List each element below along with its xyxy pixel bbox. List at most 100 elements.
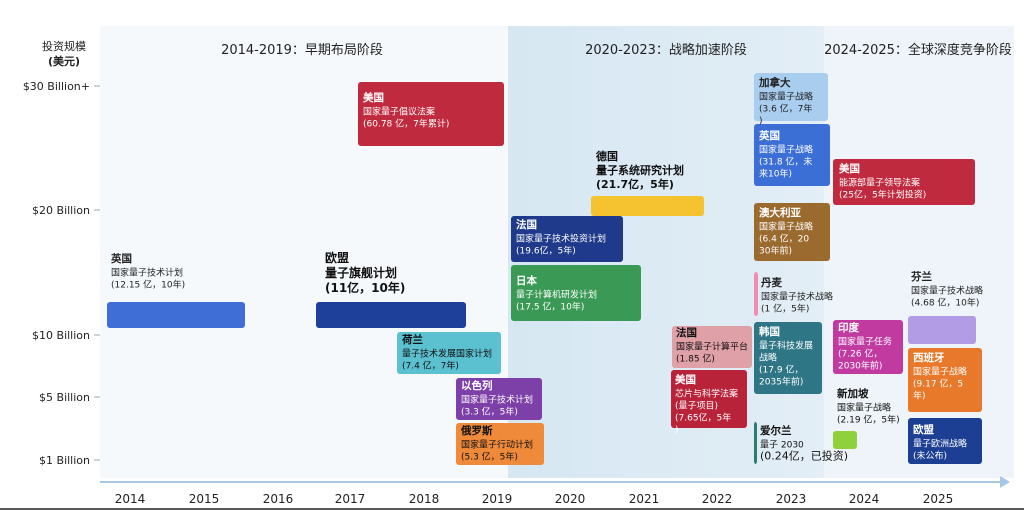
program-card — [754, 422, 757, 464]
program-name: 国家量子战略 — [759, 144, 813, 156]
x-tick-label: 2014 — [115, 492, 146, 506]
program-country: 荷兰 — [401, 333, 423, 346]
program-country: 加拿大 — [758, 76, 791, 89]
program-card — [833, 320, 903, 374]
program-bar — [754, 272, 758, 316]
program-bar — [456, 423, 544, 465]
program-card — [754, 272, 758, 316]
program-card — [908, 316, 976, 344]
program-country: 澳大利亚 — [759, 206, 801, 219]
y-axis-title: 投资规模 — [42, 39, 86, 53]
program-card — [754, 322, 822, 394]
program-country: 美国 — [839, 162, 860, 175]
x-axis-arrow — [1000, 476, 1010, 488]
program-card — [754, 203, 830, 261]
program-card — [358, 82, 504, 146]
program-country: 西班牙 — [913, 351, 945, 364]
x-tick-label: 2017 — [335, 492, 366, 506]
program-name: 量子系统研究计划 — [596, 163, 684, 177]
program-detail: (3.3 亿，5年) — [461, 406, 518, 418]
program-card — [908, 418, 982, 464]
program-card — [833, 159, 975, 205]
program-name: 国家量子计算平台 — [676, 341, 748, 353]
program-name: 量子技术发展国家计划 — [402, 348, 492, 360]
program-bar — [591, 196, 704, 216]
program-country: 英国 — [758, 129, 780, 142]
program-name: (7.65亿，5年 — [675, 412, 731, 424]
program-country: 德国 — [595, 149, 618, 163]
program-bar — [671, 370, 747, 428]
program-bar — [754, 203, 830, 261]
program-detail: ) — [759, 117, 763, 127]
program-detail: (1 亿，5年) — [761, 303, 809, 315]
y-tick-label: $10 Billion — [32, 329, 90, 342]
program-detail: (未公布) — [913, 450, 947, 462]
program-name: 国家量子技术战略 — [761, 291, 833, 303]
program-detail: (2.19 亿，5年) — [837, 414, 900, 426]
x-tick-label: 2020 — [555, 492, 586, 506]
program-country: 丹麦 — [761, 276, 782, 289]
x-tick-label: 2025 — [923, 492, 954, 506]
program-detail: (21.7亿，5年) — [596, 177, 674, 191]
program-name: 芯片与科学法案 — [675, 388, 738, 400]
program-bar — [754, 73, 828, 121]
x-tick-label: 2019 — [482, 492, 513, 506]
program-bar — [511, 265, 641, 321]
y-tick-label: $20 Billion — [32, 204, 90, 217]
y-tick-label: $30 Billion+ — [23, 80, 90, 93]
program-name: (9.17 亿，5 — [913, 378, 963, 390]
program-name: 国家量子战略 — [759, 91, 813, 103]
program-bar — [672, 326, 752, 368]
program-name: 量子科技发展 — [759, 340, 813, 352]
program-card — [107, 302, 245, 328]
program-detail: (60.78 亿，7年累计) — [363, 118, 449, 130]
program-bar — [833, 431, 857, 449]
x-tick-label: 2015 — [189, 492, 220, 506]
program-country: 英国 — [110, 252, 132, 265]
program-country: 芬兰 — [910, 270, 932, 283]
program-name: 国家量子战略 — [759, 221, 813, 233]
program-detail: (25亿，5年计划投资) — [839, 189, 926, 201]
program-country: 欧盟 — [325, 250, 349, 265]
program-name: 量子欧洲战略 — [913, 438, 967, 450]
x-tick-label: 2016 — [263, 492, 294, 506]
program-bar — [397, 332, 501, 374]
program-bar — [908, 316, 976, 344]
program-detail: (11亿，10年) — [325, 280, 405, 295]
program-name: 量子计算机研发计划 — [516, 289, 597, 301]
program-bar — [107, 302, 245, 328]
program-name: (3.6 亿，7年 — [759, 103, 812, 115]
program-country: 法国 — [676, 326, 697, 339]
program-country: 美国 — [363, 91, 384, 104]
program-card — [456, 378, 542, 420]
program-name: (6.4 亿，20 — [759, 233, 809, 245]
program-detail: (0.24亿，已投资) — [760, 449, 848, 463]
program-country: 法国 — [516, 218, 537, 231]
program-card — [672, 326, 752, 368]
program-name: 国家量子技术计划 — [461, 394, 533, 406]
x-tick-label: 2018 — [409, 492, 440, 506]
program-detail: 30年前) — [759, 245, 792, 257]
program-country: 爱尔兰 — [760, 424, 792, 437]
program-bar — [316, 302, 466, 328]
program-country: 俄罗斯 — [460, 424, 493, 437]
program-card — [754, 124, 830, 186]
program-name: (17.9 亿， — [759, 364, 803, 376]
program-card — [511, 216, 623, 262]
program-card — [591, 196, 704, 216]
program-detail: (17.5 亿，10年) — [516, 301, 584, 313]
x-tick-label: 2023 — [776, 492, 807, 506]
phase-heading: 2020-2023：战略加速阶段 — [585, 42, 747, 58]
program-name: 量子 2030 — [760, 440, 804, 451]
program-name: 国家量子战略 — [837, 402, 891, 414]
program-name: 能源部量子领导法案 — [839, 177, 920, 189]
x-tick-label: 2024 — [849, 492, 880, 506]
program-card — [671, 370, 747, 428]
program-country: 以色列 — [461, 379, 493, 392]
program-card — [456, 423, 544, 465]
program-bar — [358, 82, 504, 146]
program-detail: (1.85 亿) — [676, 353, 715, 365]
x-tick-label: 2022 — [702, 492, 733, 506]
program-bar — [754, 322, 822, 394]
